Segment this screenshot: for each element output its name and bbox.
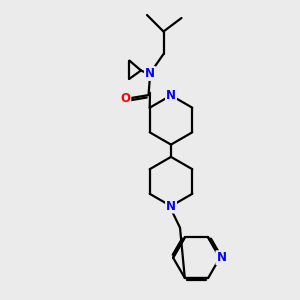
Text: N: N (166, 89, 176, 102)
Text: N: N (166, 200, 176, 213)
Text: N: N (216, 251, 226, 264)
Text: N: N (145, 67, 155, 80)
Text: O: O (120, 92, 130, 105)
